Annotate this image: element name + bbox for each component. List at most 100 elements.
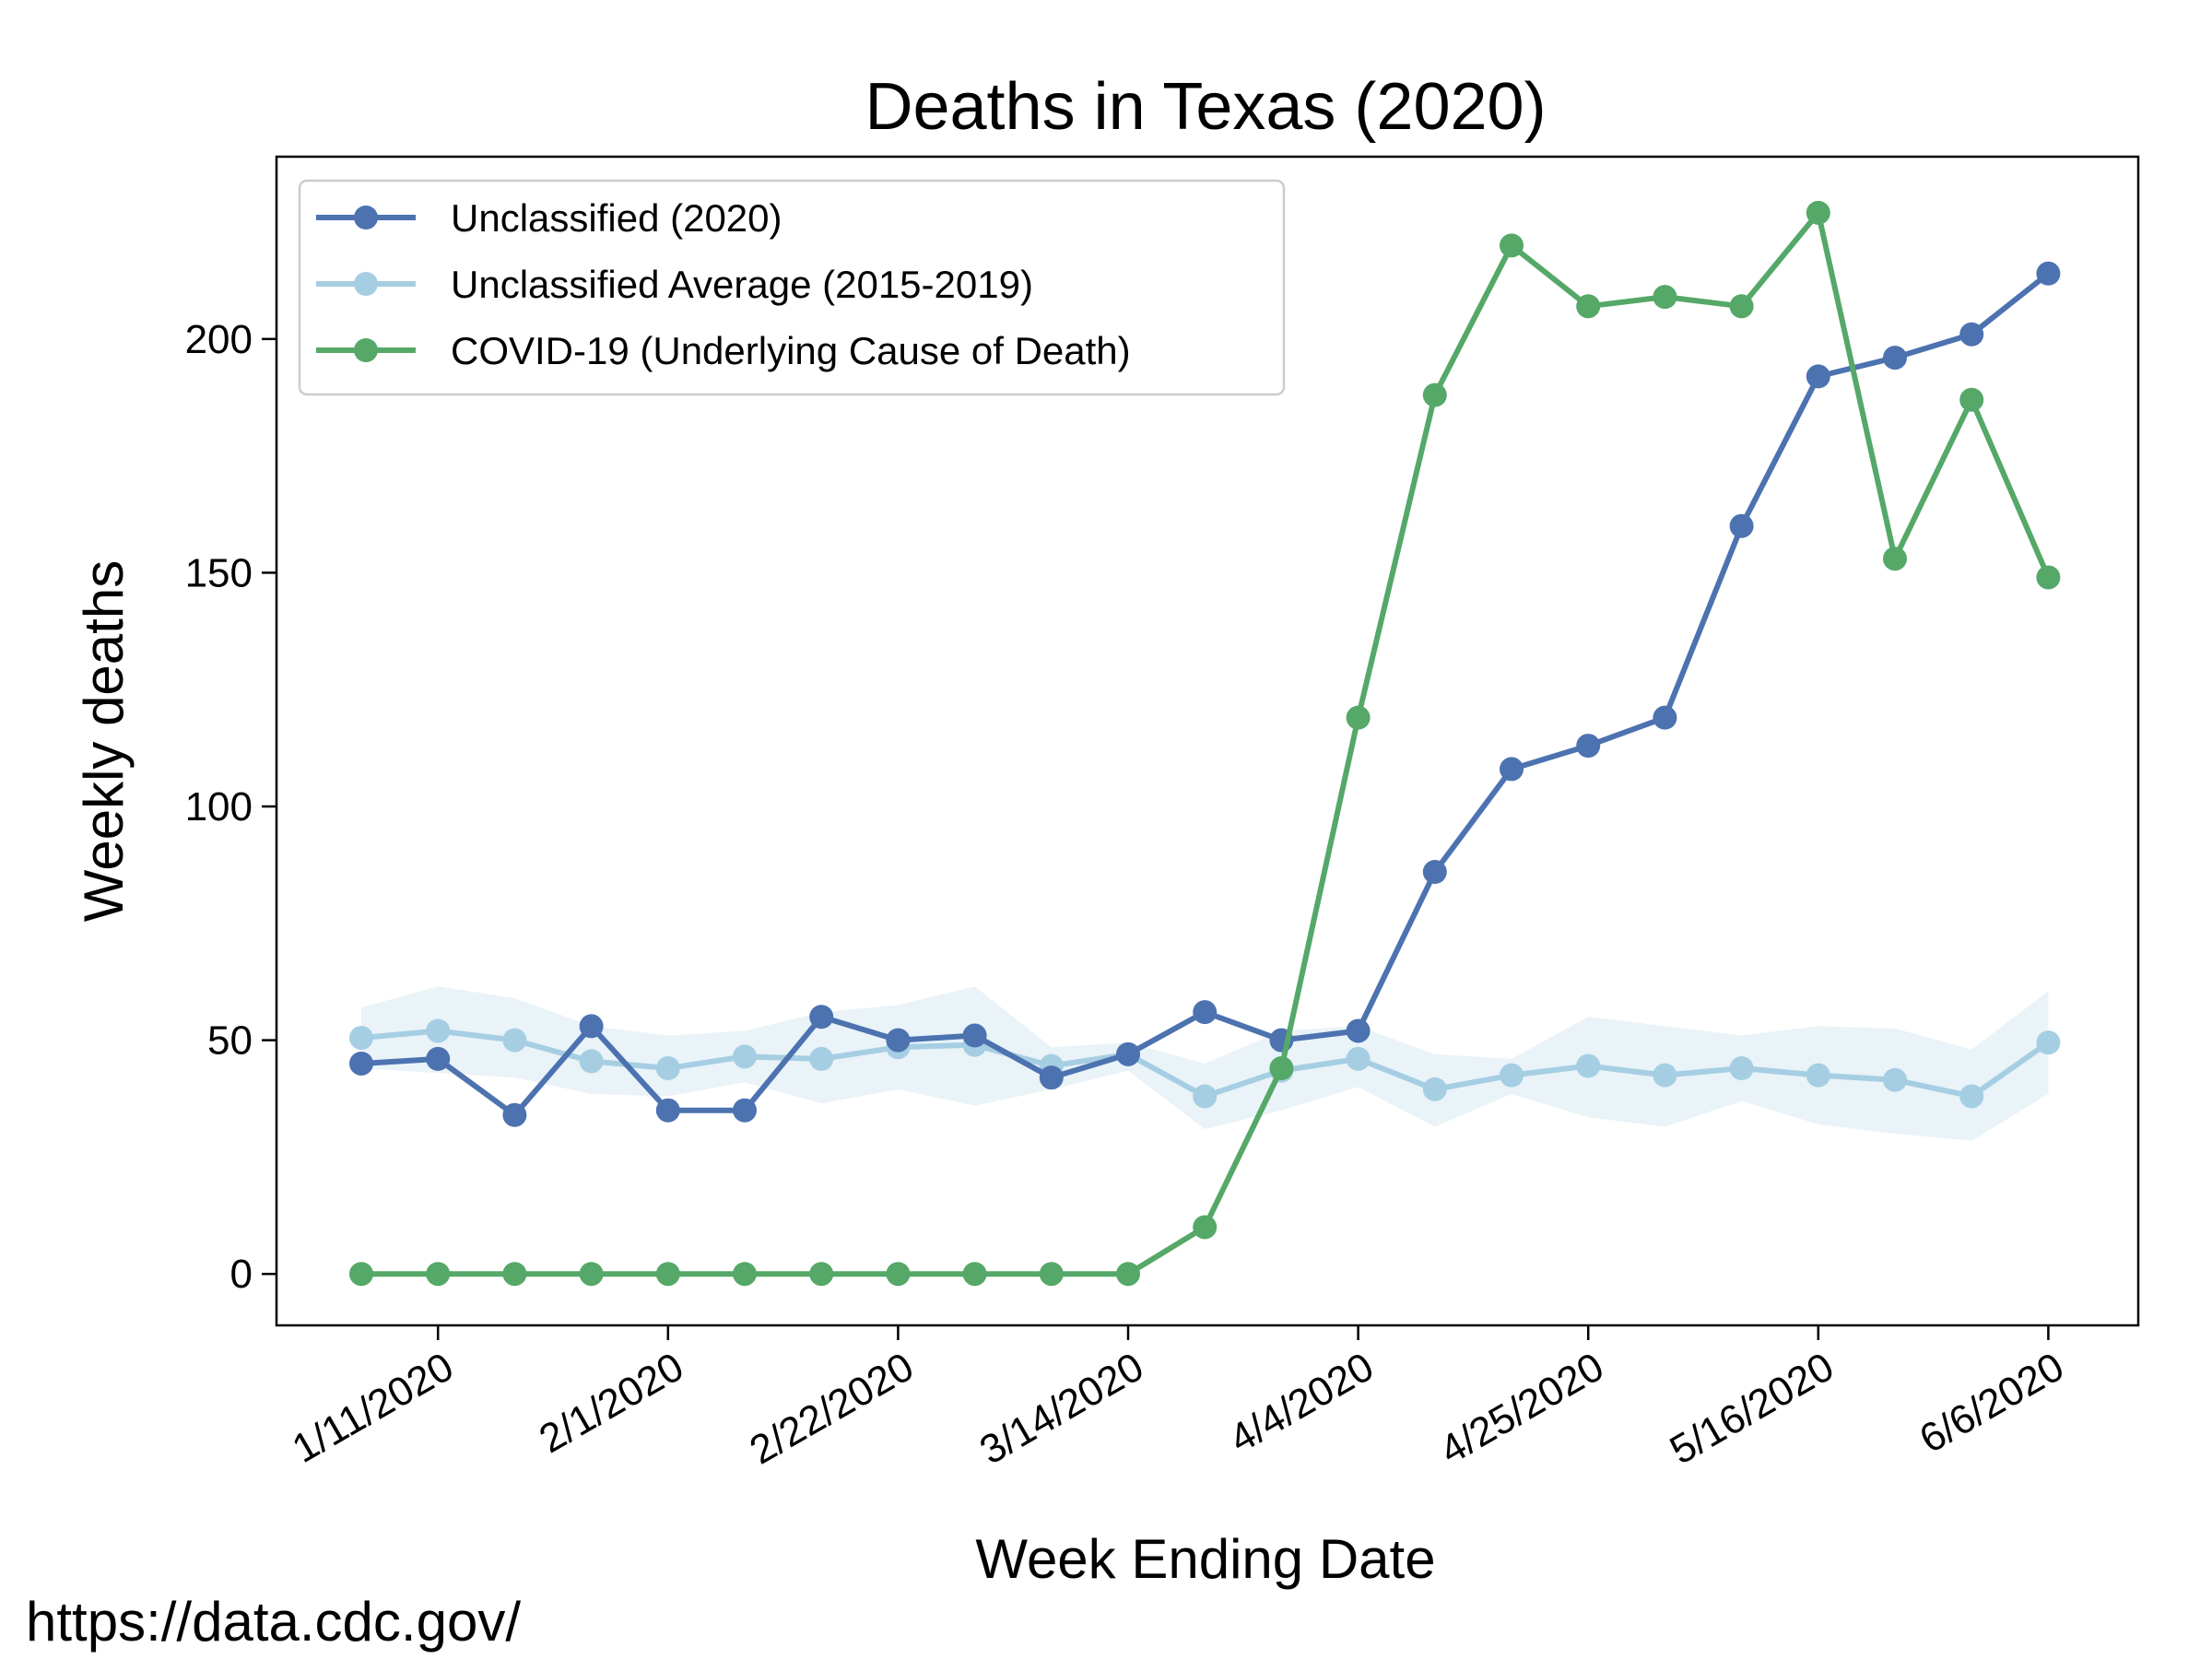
plot-frame — [275, 155, 2140, 1327]
x-tick-label-6: 5/16/2020 — [1663, 1344, 1841, 1473]
series-0-point-5 — [733, 1098, 757, 1123]
legend-entry-2: COVID-19 (Underlying Cause of Death) — [316, 329, 1131, 372]
series-0-point-14 — [1422, 860, 1447, 885]
legend-swatch-marker-2 — [354, 338, 378, 362]
series-1-point-15 — [1500, 1063, 1524, 1088]
legend-label-2: COVID-19 (Underlying Cause of Death) — [451, 329, 1131, 372]
series-0-point-0 — [349, 1051, 373, 1076]
series-0-line — [359, 270, 2052, 1118]
legend-entry-0: Unclassified (2020) — [316, 196, 782, 240]
series-1-point-2 — [502, 1028, 527, 1053]
series-2-point-2 — [502, 1262, 527, 1287]
series-2-point-22 — [2036, 565, 2061, 590]
series-0-point-7 — [886, 1028, 911, 1053]
series-2-point-1 — [426, 1262, 451, 1287]
series-0-point-22 — [2036, 261, 2061, 286]
series-0-point-10 — [1116, 1041, 1140, 1066]
series-1-point-22 — [2036, 1030, 2061, 1055]
series-2-point-4 — [655, 1262, 680, 1287]
series-1-point-6 — [809, 1046, 834, 1071]
legend-label-1: Unclassified Average (2015-2019) — [451, 263, 1033, 306]
series-0-point-9 — [1039, 1065, 1064, 1090]
series-1-point-11 — [1193, 1084, 1218, 1109]
series-0-point-1 — [426, 1046, 451, 1071]
series-1-point-19 — [1806, 1063, 1830, 1088]
series-2-point-15 — [1500, 233, 1524, 258]
series-2-point-11 — [1193, 1215, 1218, 1240]
series-0-point-18 — [1729, 513, 1754, 538]
series-0-point-15 — [1500, 757, 1524, 782]
legend-entry-1: Unclassified Average (2015-2019) — [316, 263, 1033, 306]
series-1-point-20 — [1883, 1067, 1907, 1092]
ticks-layer: 0 50 100 150 200 1/11/2020 2/1/2020 2/22/2020 3/… — [185, 317, 2072, 1474]
series-lines-layer — [349, 200, 2061, 1287]
series-1-point-13 — [1346, 1046, 1371, 1071]
series-1-point-14 — [1422, 1077, 1447, 1101]
y-axis-label: Weekly deaths — [73, 560, 135, 922]
legend-swatch-marker-0 — [354, 206, 378, 229]
series-2 — [349, 200, 2061, 1287]
series-1-point-5 — [733, 1044, 757, 1069]
series-1-point-17 — [1653, 1063, 1677, 1088]
series-1-point-21 — [1959, 1084, 1984, 1109]
chart-title: Deaths in Texas (2020) — [865, 70, 1546, 144]
legend: Unclassified (2020) Unclassified Average … — [298, 179, 1286, 396]
x-tick-label-0: 1/11/2020 — [285, 1344, 461, 1472]
series-2-point-3 — [579, 1262, 604, 1287]
series-1-point-16 — [1576, 1053, 1601, 1078]
x-tick-label-5: 4/25/2020 — [1432, 1344, 1611, 1473]
y-tick-label-2: 100 — [185, 784, 253, 830]
series-0-point-6 — [809, 1005, 834, 1030]
series-1-point-1 — [426, 1018, 451, 1043]
x-tick-label-4: 4/4/2020 — [1222, 1344, 1382, 1462]
series-2-point-16 — [1576, 294, 1601, 319]
series-2-point-10 — [1116, 1262, 1140, 1287]
series-2-point-7 — [886, 1262, 911, 1287]
y-tick-label-4: 200 — [185, 317, 253, 362]
y-tick-label-3: 150 — [185, 550, 253, 595]
series-1-point-4 — [655, 1056, 680, 1081]
series-0-point-8 — [962, 1023, 987, 1048]
series-1-point-18 — [1729, 1056, 1754, 1081]
series-2-point-18 — [1729, 294, 1754, 319]
series-0-point-2 — [502, 1102, 527, 1127]
x-axis-label: Week Ending Date — [975, 1528, 1435, 1590]
series-0-point-13 — [1346, 1018, 1371, 1043]
series-2-point-14 — [1422, 382, 1447, 407]
series-2-point-13 — [1346, 705, 1371, 730]
series-0-point-16 — [1576, 734, 1601, 759]
series-2-point-9 — [1039, 1262, 1064, 1287]
series-1-range-band — [361, 986, 2049, 1141]
legend-label-0: Unclassified (2020) — [451, 196, 782, 240]
series-0-point-20 — [1883, 346, 1907, 371]
series-2-point-17 — [1653, 285, 1677, 310]
legend-frame — [298, 179, 1286, 396]
series-0-point-21 — [1959, 322, 1984, 347]
series-1-point-0 — [349, 1026, 373, 1051]
series-1-point-3 — [579, 1049, 604, 1074]
series-0-point-19 — [1806, 364, 1830, 389]
series-0-point-17 — [1653, 705, 1677, 730]
series-2-point-8 — [962, 1262, 987, 1287]
x-tick-label-7: 6/6/2020 — [1912, 1344, 2072, 1462]
series-0-point-3 — [579, 1014, 604, 1039]
y-tick-label-0: 0 — [230, 1252, 253, 1297]
x-tick-label-2: 2/22/2020 — [742, 1344, 921, 1473]
series-2-point-21 — [1959, 387, 1984, 412]
series-0-point-11 — [1193, 1000, 1218, 1025]
y-tick-label-1: 50 — [207, 1018, 253, 1064]
x-tick-label-3: 3/14/2020 — [972, 1344, 1151, 1473]
series-2-point-20 — [1883, 547, 1907, 571]
series-2-point-6 — [809, 1262, 834, 1287]
legend-swatch-marker-1 — [354, 272, 378, 296]
x-tick-label-1: 2/1/2020 — [532, 1344, 691, 1462]
series-2-point-5 — [733, 1262, 757, 1287]
series-0-point-4 — [655, 1098, 680, 1123]
average-band-layer — [361, 986, 2049, 1141]
source-link-text[interactable]: https://data.cdc.gov/ — [26, 1591, 521, 1653]
series-0 — [349, 261, 2061, 1127]
series-2-point-12 — [1269, 1056, 1294, 1081]
series-2-point-19 — [1806, 200, 1830, 225]
series-2-point-0 — [349, 1262, 373, 1287]
